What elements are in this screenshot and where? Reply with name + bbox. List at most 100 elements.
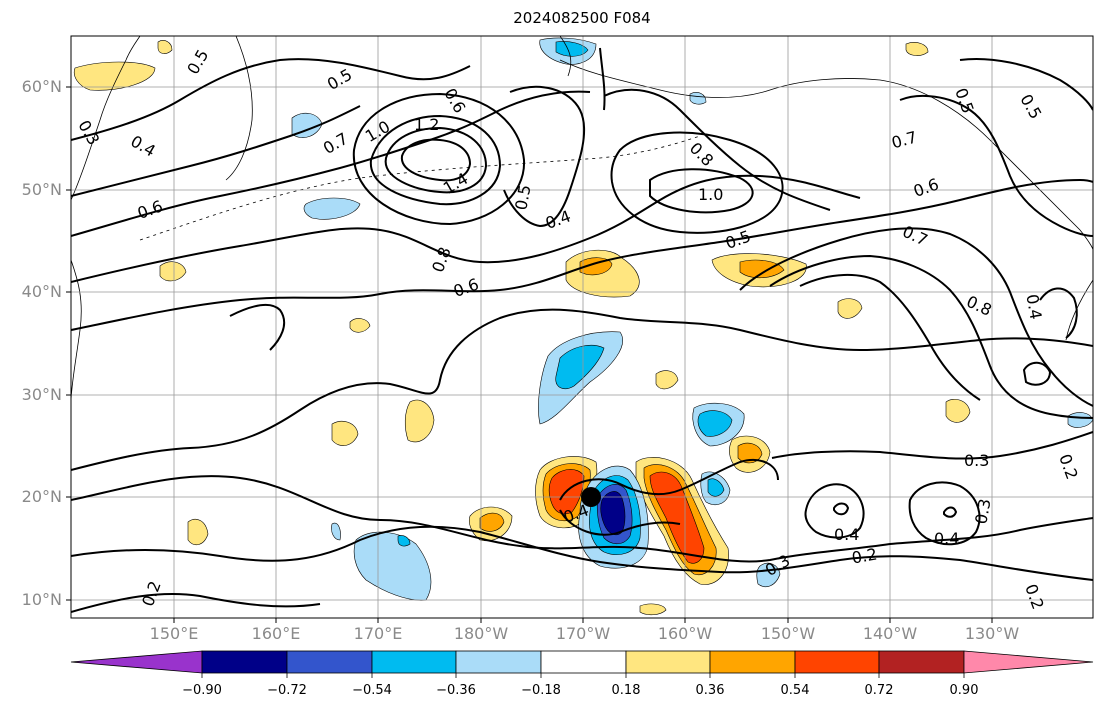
contour-line [899,94,1093,237]
contour-line [908,481,981,546]
contour-lines [71,47,1093,613]
colorbar-segment [455,650,542,674]
positive-anomaly-area [349,318,371,333]
contour-line [559,509,681,536]
positive-anomaly-area [157,40,173,54]
coastline-alaska [559,59,1093,251]
contour-line [503,85,586,228]
contour-label: 0.4 [834,525,859,544]
negative-anomaly-area [689,92,707,105]
positive-anomaly-area [159,261,187,282]
lat-label: 60°N [21,77,62,96]
contour-line [804,483,865,539]
colorbar-tick-label: −0.18 [521,683,561,698]
positive-anomaly-area [73,61,156,91]
positive-anomaly-area [945,399,971,423]
positive-anomaly-area [639,603,667,616]
colorbar-segment [286,650,373,674]
colorbar-tick-label: −0.72 [267,683,307,698]
lon-label: 140°W [862,624,918,643]
lon-label: 130°W [964,624,1020,643]
lat-label: 20°N [21,487,62,506]
colorbar-segment [794,650,880,674]
contour-line [599,47,606,111]
lat-label: 50°N [21,180,62,199]
negative-anomaly-area [331,522,341,541]
lon-label: 160°E [251,624,301,643]
contour-line [799,274,981,401]
colorbar [70,650,1094,678]
lat-label: 30°N [21,385,62,404]
contour-line [771,431,1093,460]
lon-label: 170°E [353,624,403,643]
coastline-alaska-west [559,36,572,77]
positive-anomaly-area [187,519,209,546]
map-panel: 0.5 0.5 0.5 0.4 0.3 0.6 0.7 1.0 1.2 1.4 … [71,36,1093,618]
contour-line [71,525,1093,581]
lat-label: 10°N [21,590,62,609]
contour-line [352,92,526,226]
lon-label: 150°E [149,624,199,643]
contour-line [603,88,831,211]
contour-line [649,168,754,214]
positive-anomaly-area [479,512,505,532]
axis-ticks [66,86,993,623]
colorbar-extend-high [963,650,1094,674]
contour-line [1039,287,1078,339]
contour-label: 1.2 [414,115,439,134]
colorbar-tick-label: −0.90 [182,683,222,698]
negative-anomaly-area [697,410,733,437]
colorbar-tick-label: −0.54 [352,683,392,698]
coastline-kamchatka [225,36,253,181]
colorbar-segment [709,650,796,674]
lon-label: 150°W [760,624,816,643]
positive-anomaly-area [331,421,359,446]
contour-label: 0.3 [971,497,994,525]
contour-line [559,459,779,501]
contour-line [384,126,488,194]
positive-anomaly-area [739,259,785,279]
colorbar-segment [625,650,711,674]
contour-line [369,114,502,206]
contour-line [959,57,1093,111]
contour-line [71,105,361,197]
contour-line [71,308,1093,471]
contour-label: 0.4 [1022,293,1045,321]
positive-anomaly-area [655,370,679,390]
graticule [71,36,1093,618]
lon-label: 180°W [453,624,509,643]
contour-line [400,138,472,182]
colorbar-segment [878,650,965,674]
coastline-asia [71,36,141,201]
contour-label: 0.5 [511,183,534,211]
contour-line [229,303,286,351]
positive-anomaly-area [404,399,435,443]
colorbar-tick-label: 0.90 [949,683,979,698]
colorbar-segment [201,650,288,674]
contour-label: 1.0 [698,185,723,204]
contour-line [71,90,591,237]
colorbar-extend-low [70,650,203,674]
colorbar-segment [540,650,627,674]
map-frame [70,35,1094,619]
lon-label: 160°W [657,624,713,643]
storm-center-marker [581,487,601,507]
contour-line [71,178,1093,331]
colorbar-tick-label: 0.36 [695,683,725,698]
contour-line [1022,361,1052,386]
colorbar-tick-label: −0.36 [436,683,476,698]
negative-anomaly-area [303,197,361,220]
contour-line [71,593,321,613]
colorbar-tick-label: 0.54 [780,683,810,698]
lon-label: 170°W [555,624,611,643]
negative-anomaly-area [707,478,725,497]
positive-anomaly-area [837,298,863,319]
contour-line [943,506,958,518]
contour-line [71,174,861,283]
contour-line [71,475,1093,563]
map-title: 2024082500 F084 [513,9,651,27]
negative-anomaly-area [555,41,589,57]
contour-line [610,131,784,234]
colorbar-tick-label: 0.18 [611,683,641,698]
